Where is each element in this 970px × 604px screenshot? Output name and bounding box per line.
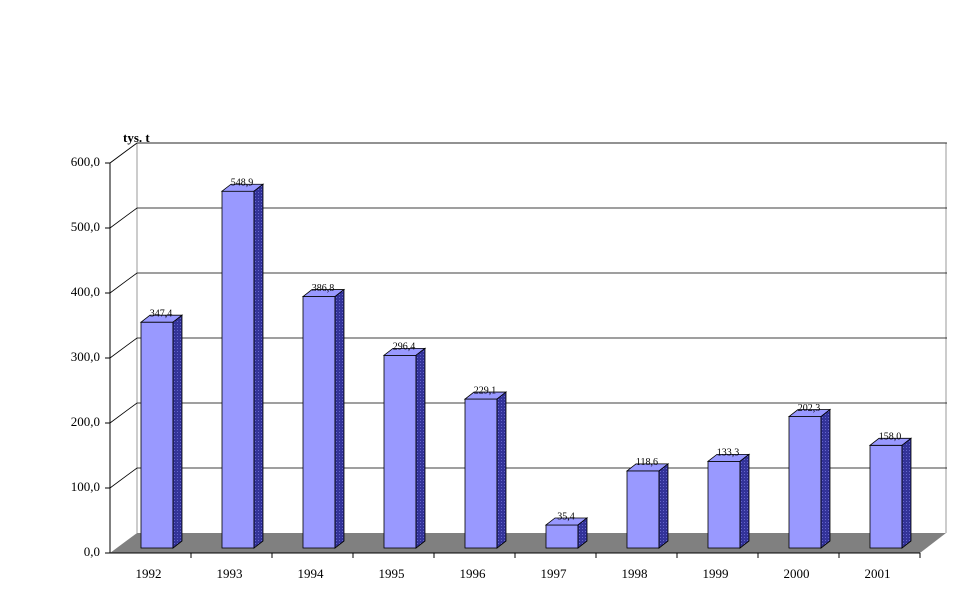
y-tick-label: 300,0 — [71, 349, 100, 364]
bar-side — [577, 517, 588, 549]
x-tick-label: 1994 — [298, 566, 325, 581]
x-tick-label: 1999 — [703, 566, 729, 581]
grid-line — [109, 467, 947, 489]
bar-side — [334, 288, 345, 549]
value-label: 35,4 — [557, 511, 575, 522]
x-tick-label: 1993 — [217, 566, 243, 581]
grid-line — [109, 272, 947, 294]
grid-line — [109, 142, 947, 164]
y-axis-label: tys. t — [123, 130, 150, 145]
y-tick-label: 600,0 — [71, 154, 100, 169]
x-tick-label: 2000 — [784, 566, 810, 581]
bar-front — [626, 470, 660, 549]
bar-side — [415, 347, 426, 549]
value-label: 347,4 — [150, 308, 173, 319]
bar-front — [140, 321, 174, 549]
grid-line — [109, 402, 947, 424]
bar-front — [707, 460, 741, 549]
value-label: 296,4 — [393, 342, 416, 353]
x-tick-label: 1995 — [379, 566, 405, 581]
bar-front — [545, 524, 579, 549]
y-tick-label: 100,0 — [71, 479, 100, 494]
x-tick-label: 1996 — [460, 566, 487, 581]
bar-front — [869, 444, 903, 549]
x-tick-label: 1997 — [541, 566, 568, 581]
value-label: 202,3 — [798, 403, 821, 414]
value-label: 133,3 — [717, 448, 740, 459]
y-tick-label: 200,0 — [71, 414, 100, 429]
value-label: 158,0 — [879, 432, 902, 443]
grid-line — [109, 207, 947, 229]
value-label: 229,1 — [474, 385, 497, 396]
x-tick-label: 1992 — [136, 566, 162, 581]
bar-side — [820, 408, 831, 549]
bar-side — [901, 437, 912, 549]
y-tick-label: 0,0 — [84, 544, 100, 559]
bar-side — [658, 463, 669, 549]
y-tick-label: 400,0 — [71, 284, 100, 299]
value-label: 386,8 — [312, 283, 335, 294]
grid-line — [109, 337, 947, 359]
x-tick-label: 2001 — [865, 566, 891, 581]
x-tick-label: 1998 — [622, 566, 648, 581]
bar-front — [383, 354, 417, 549]
bar-side — [172, 314, 183, 549]
bar-front — [788, 416, 822, 549]
value-label: 548,9 — [231, 178, 254, 189]
bar-front — [302, 296, 336, 549]
bar-side — [496, 391, 507, 549]
bar-front — [221, 190, 255, 549]
y-tick-label: 500,0 — [71, 219, 100, 234]
value-label: 118,6 — [636, 457, 658, 468]
bar-front — [464, 398, 498, 549]
bar-side — [253, 183, 264, 549]
bar-side — [739, 453, 750, 549]
